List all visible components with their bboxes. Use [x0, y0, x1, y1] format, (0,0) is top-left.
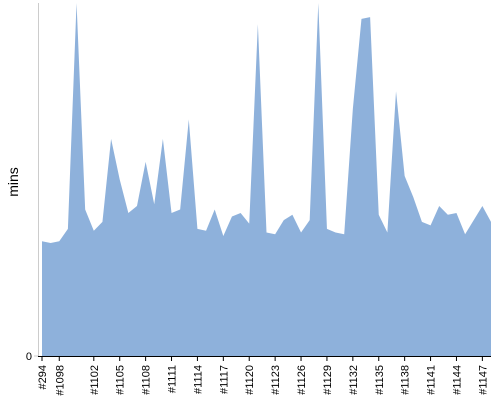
x-tick-label: #1117 — [218, 365, 230, 394]
x-tick-label: #1132 — [348, 365, 360, 395]
x-tick-label: #1114 — [192, 365, 204, 394]
x-tick-label: #1108 — [141, 365, 153, 395]
x-tick-label: #1111 — [167, 365, 179, 393]
x-tick-label: #1141 — [426, 365, 438, 395]
x-tick-label: #1098 — [54, 365, 66, 396]
plot-area — [42, 3, 491, 356]
y-axis-ticks: 0 — [26, 351, 38, 363]
x-tick-label: #1147 — [477, 365, 489, 395]
area-series-0 — [42, 3, 491, 356]
x-tick-label: #1129 — [322, 365, 334, 395]
x-tick-label: #1144 — [451, 365, 463, 395]
x-tick-label: #1135 — [374, 365, 386, 395]
x-tick-label: #1126 — [296, 365, 308, 395]
x-tick-label: #1102 — [89, 365, 101, 395]
x-tick-label: #1123 — [270, 365, 282, 395]
x-tick-label: #1105 — [115, 365, 127, 395]
y-axis-label: mins — [5, 167, 21, 197]
x-tick-label: #1138 — [400, 365, 412, 395]
x-tick-label: #294 — [37, 365, 49, 389]
x-axis-ticks: #294 #1098 #1102 #1105 #1108 #1111 #1114 #1117 #… — [37, 356, 489, 396]
x-tick-label: #1120 — [244, 365, 256, 395]
y-tick-label: 0 — [26, 351, 32, 363]
